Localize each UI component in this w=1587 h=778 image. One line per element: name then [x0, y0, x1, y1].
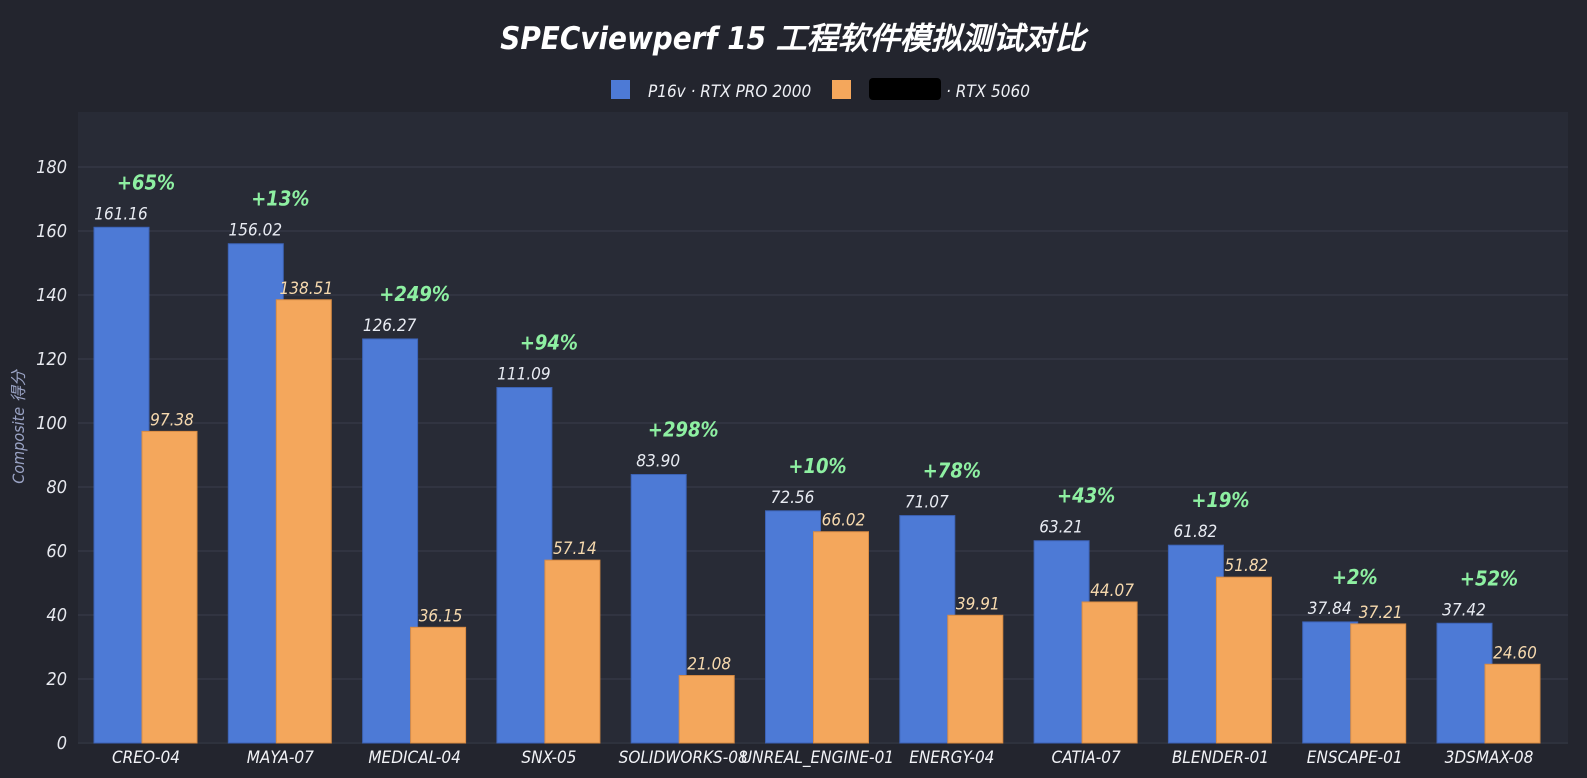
percent-diff-annotation: +10% [788, 454, 846, 478]
data-label-series-1: 111.09 [497, 365, 551, 385]
y-tick-label: 100 [36, 413, 67, 434]
x-tick-label: SNX-05 [521, 748, 576, 768]
bar-series-1 [362, 338, 419, 744]
percent-diff-annotation: +249% [379, 282, 450, 306]
percent-diff-annotation: +52% [1460, 566, 1518, 590]
x-tick-label: MAYA-07 [247, 748, 314, 768]
percent-diff-annotation: +298% [648, 418, 719, 442]
bar-series-1 [1033, 540, 1090, 744]
y-tick-label: 60 [46, 541, 67, 562]
y-tick-label: 120 [36, 349, 67, 370]
percent-diff-annotation: +78% [923, 459, 981, 483]
redaction-block [869, 78, 941, 100]
bar-series-1 [1436, 622, 1493, 744]
data-label-series-2: 138.51 [280, 279, 334, 299]
chart-title: SPECviewperf 15 工程软件模拟测试对比 [500, 21, 1089, 57]
x-tick-label: ENSCAPE-01 [1307, 748, 1403, 768]
data-label-series-1: 63.21 [1039, 518, 1083, 538]
bar-series-2 [544, 559, 601, 744]
bar-series-2 [947, 614, 1004, 744]
bar-series-1 [1302, 621, 1359, 744]
x-tick-label: BLENDER-01 [1172, 748, 1269, 768]
data-label-series-1: 61.82 [1174, 522, 1218, 542]
percent-diff-annotation: +43% [1057, 484, 1115, 508]
bar-series-1 [899, 515, 956, 744]
x-tick-label: ENERGY-04 [909, 748, 994, 768]
data-label-series-2: 24.60 [1493, 643, 1537, 663]
x-tick-label: MEDICAL-04 [368, 748, 460, 768]
legend-swatch-series-1 [611, 80, 630, 99]
data-labels: 161.16 97.38 +65% 156.02 138.51 +13% 126.27 36.… [94, 170, 1537, 674]
bar-series-1 [630, 474, 687, 744]
x-tick-label: CREO-04 [112, 748, 180, 768]
percent-diff-annotation: +94% [520, 331, 578, 355]
data-label-series-2: 97.38 [150, 410, 194, 430]
data-label-series-2: 37.21 [1359, 603, 1403, 623]
data-label-series-2: 44.07 [1090, 581, 1134, 601]
data-label-series-1: 37.42 [1442, 600, 1486, 620]
x-tick-label: 3DSMAX-08 [1445, 748, 1534, 768]
bars [93, 226, 1541, 744]
bar-series-1 [1167, 544, 1224, 744]
data-label-series-1: 126.27 [363, 316, 417, 336]
bar-series-2 [678, 675, 735, 744]
data-label-series-2: 21.08 [687, 655, 731, 675]
x-tick-label: CATIA-07 [1052, 748, 1121, 768]
y-tick-label: 20 [46, 669, 67, 690]
bar-series-1 [227, 243, 284, 744]
percent-diff-annotation: +2% [1332, 565, 1378, 589]
bar-series-1 [496, 387, 553, 744]
axes: 0 20 40 60 80 100 120 140 160 180 CREO-04 MAYA-07 ME… [36, 157, 1534, 768]
y-tick-label: 40 [46, 605, 67, 626]
bar-series-2 [275, 299, 332, 744]
y-tick-label: 0 [57, 733, 67, 754]
data-label-series-1: 83.90 [636, 452, 680, 472]
x-tick-label: UNREAL_ENGINE-01 [741, 748, 894, 768]
legend-label-series-1: P16v · RTX PRO 2000 [648, 82, 811, 102]
bar-series-2 [1350, 623, 1407, 744]
data-label-series-2: 39.91 [956, 594, 1000, 614]
y-tick-label: 80 [46, 477, 67, 498]
bar-series-1 [765, 510, 821, 744]
y-axis-label: Composite 得分 [9, 368, 28, 483]
percent-diff-annotation: +65% [117, 170, 175, 194]
percent-diff-annotation: +13% [251, 187, 309, 211]
bar-series-2 [1484, 663, 1541, 744]
y-tick-label: 160 [36, 221, 67, 242]
data-label-series-2: 51.82 [1225, 556, 1269, 576]
data-label-series-1: 71.07 [905, 493, 949, 513]
legend: P16v · RTX PRO 2000 · RTX 5060 [611, 78, 1030, 102]
x-tick-label: SOLIDWORKS-08 [619, 748, 748, 768]
percent-diff-annotation: +19% [1191, 488, 1249, 512]
y-tick-label: 180 [36, 157, 67, 178]
data-label-series-2: 36.15 [419, 606, 463, 626]
bar-series-2 [1215, 576, 1272, 744]
bar-series-1 [93, 226, 150, 744]
data-label-series-1: 161.16 [94, 204, 148, 224]
data-label-series-1: 156.02 [229, 221, 283, 241]
bar-series-2 [1081, 601, 1138, 744]
legend-label-series-2: · RTX 5060 [946, 82, 1030, 102]
data-label-series-2: 66.02 [822, 511, 866, 531]
bar-series-2 [141, 430, 198, 744]
data-label-series-2: 57.14 [553, 539, 597, 559]
bar-series-2 [813, 531, 869, 744]
bar-series-2 [410, 626, 467, 744]
data-label-series-1: 72.56 [771, 488, 815, 508]
legend-swatch-series-2 [832, 80, 851, 99]
y-tick-label: 140 [36, 285, 67, 306]
data-label-series-1: 37.84 [1308, 599, 1352, 619]
